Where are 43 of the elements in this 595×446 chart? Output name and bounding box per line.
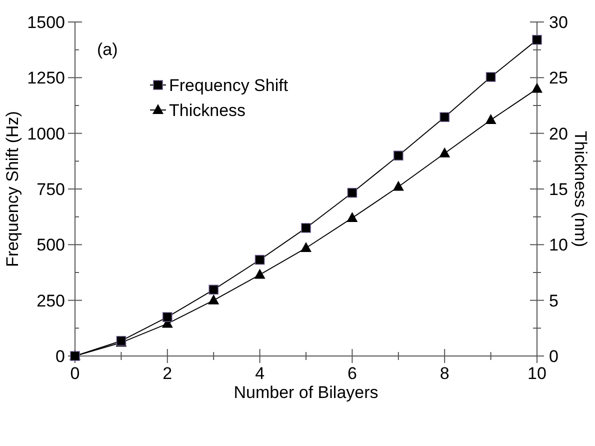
y2-tick-label: 10 [549,236,568,255]
point [532,82,542,93]
annotation: (a) [97,40,118,59]
y2-tick-label: 0 [549,347,558,366]
point [485,114,496,124]
x-tick-label: 2 [162,364,172,383]
y-tick-label: 250 [36,291,65,310]
y-tick-label: 1500 [27,13,65,32]
y-tick-label: 1000 [27,124,65,144]
x-tick-label: 0 [70,364,80,383]
x-tick-label: 10 [528,364,546,383]
point [254,268,266,279]
point [301,223,311,233]
y2-tick-label: 15 [549,180,568,199]
point [532,34,542,45]
y-tick-label: 0 [56,347,65,366]
y2-tick-label: 20 [549,124,568,144]
point [440,112,450,122]
point [208,294,220,304]
y2-tick-label: 30 [549,13,568,32]
point [254,254,265,265]
point [162,312,172,322]
point [346,212,358,222]
x-axis-title: Number of Bilayers [234,383,378,402]
point [208,284,218,295]
x-tick-label: 4 [255,364,265,383]
legend-label: Thickness [169,101,246,120]
x-tick-label: 6 [347,364,357,383]
point [486,72,496,82]
point [439,147,450,158]
x-tick-label: 8 [440,364,450,383]
point [394,150,404,160]
y-tick-label: 500 [36,236,65,255]
y-tick-label: 750 [36,180,65,199]
point [347,188,358,198]
legend-label: Frequency Shift [169,76,288,95]
y2-tick-label: 5 [549,291,558,310]
y2-axis-title: Thickness (nm) [571,130,590,248]
y2-tick-label: 25 [549,68,568,88]
point [392,180,404,191]
y-tick-label: 1250 [27,68,65,88]
y-axis-title: Frequency Shift (Hz) [3,111,22,267]
point [300,242,312,252]
